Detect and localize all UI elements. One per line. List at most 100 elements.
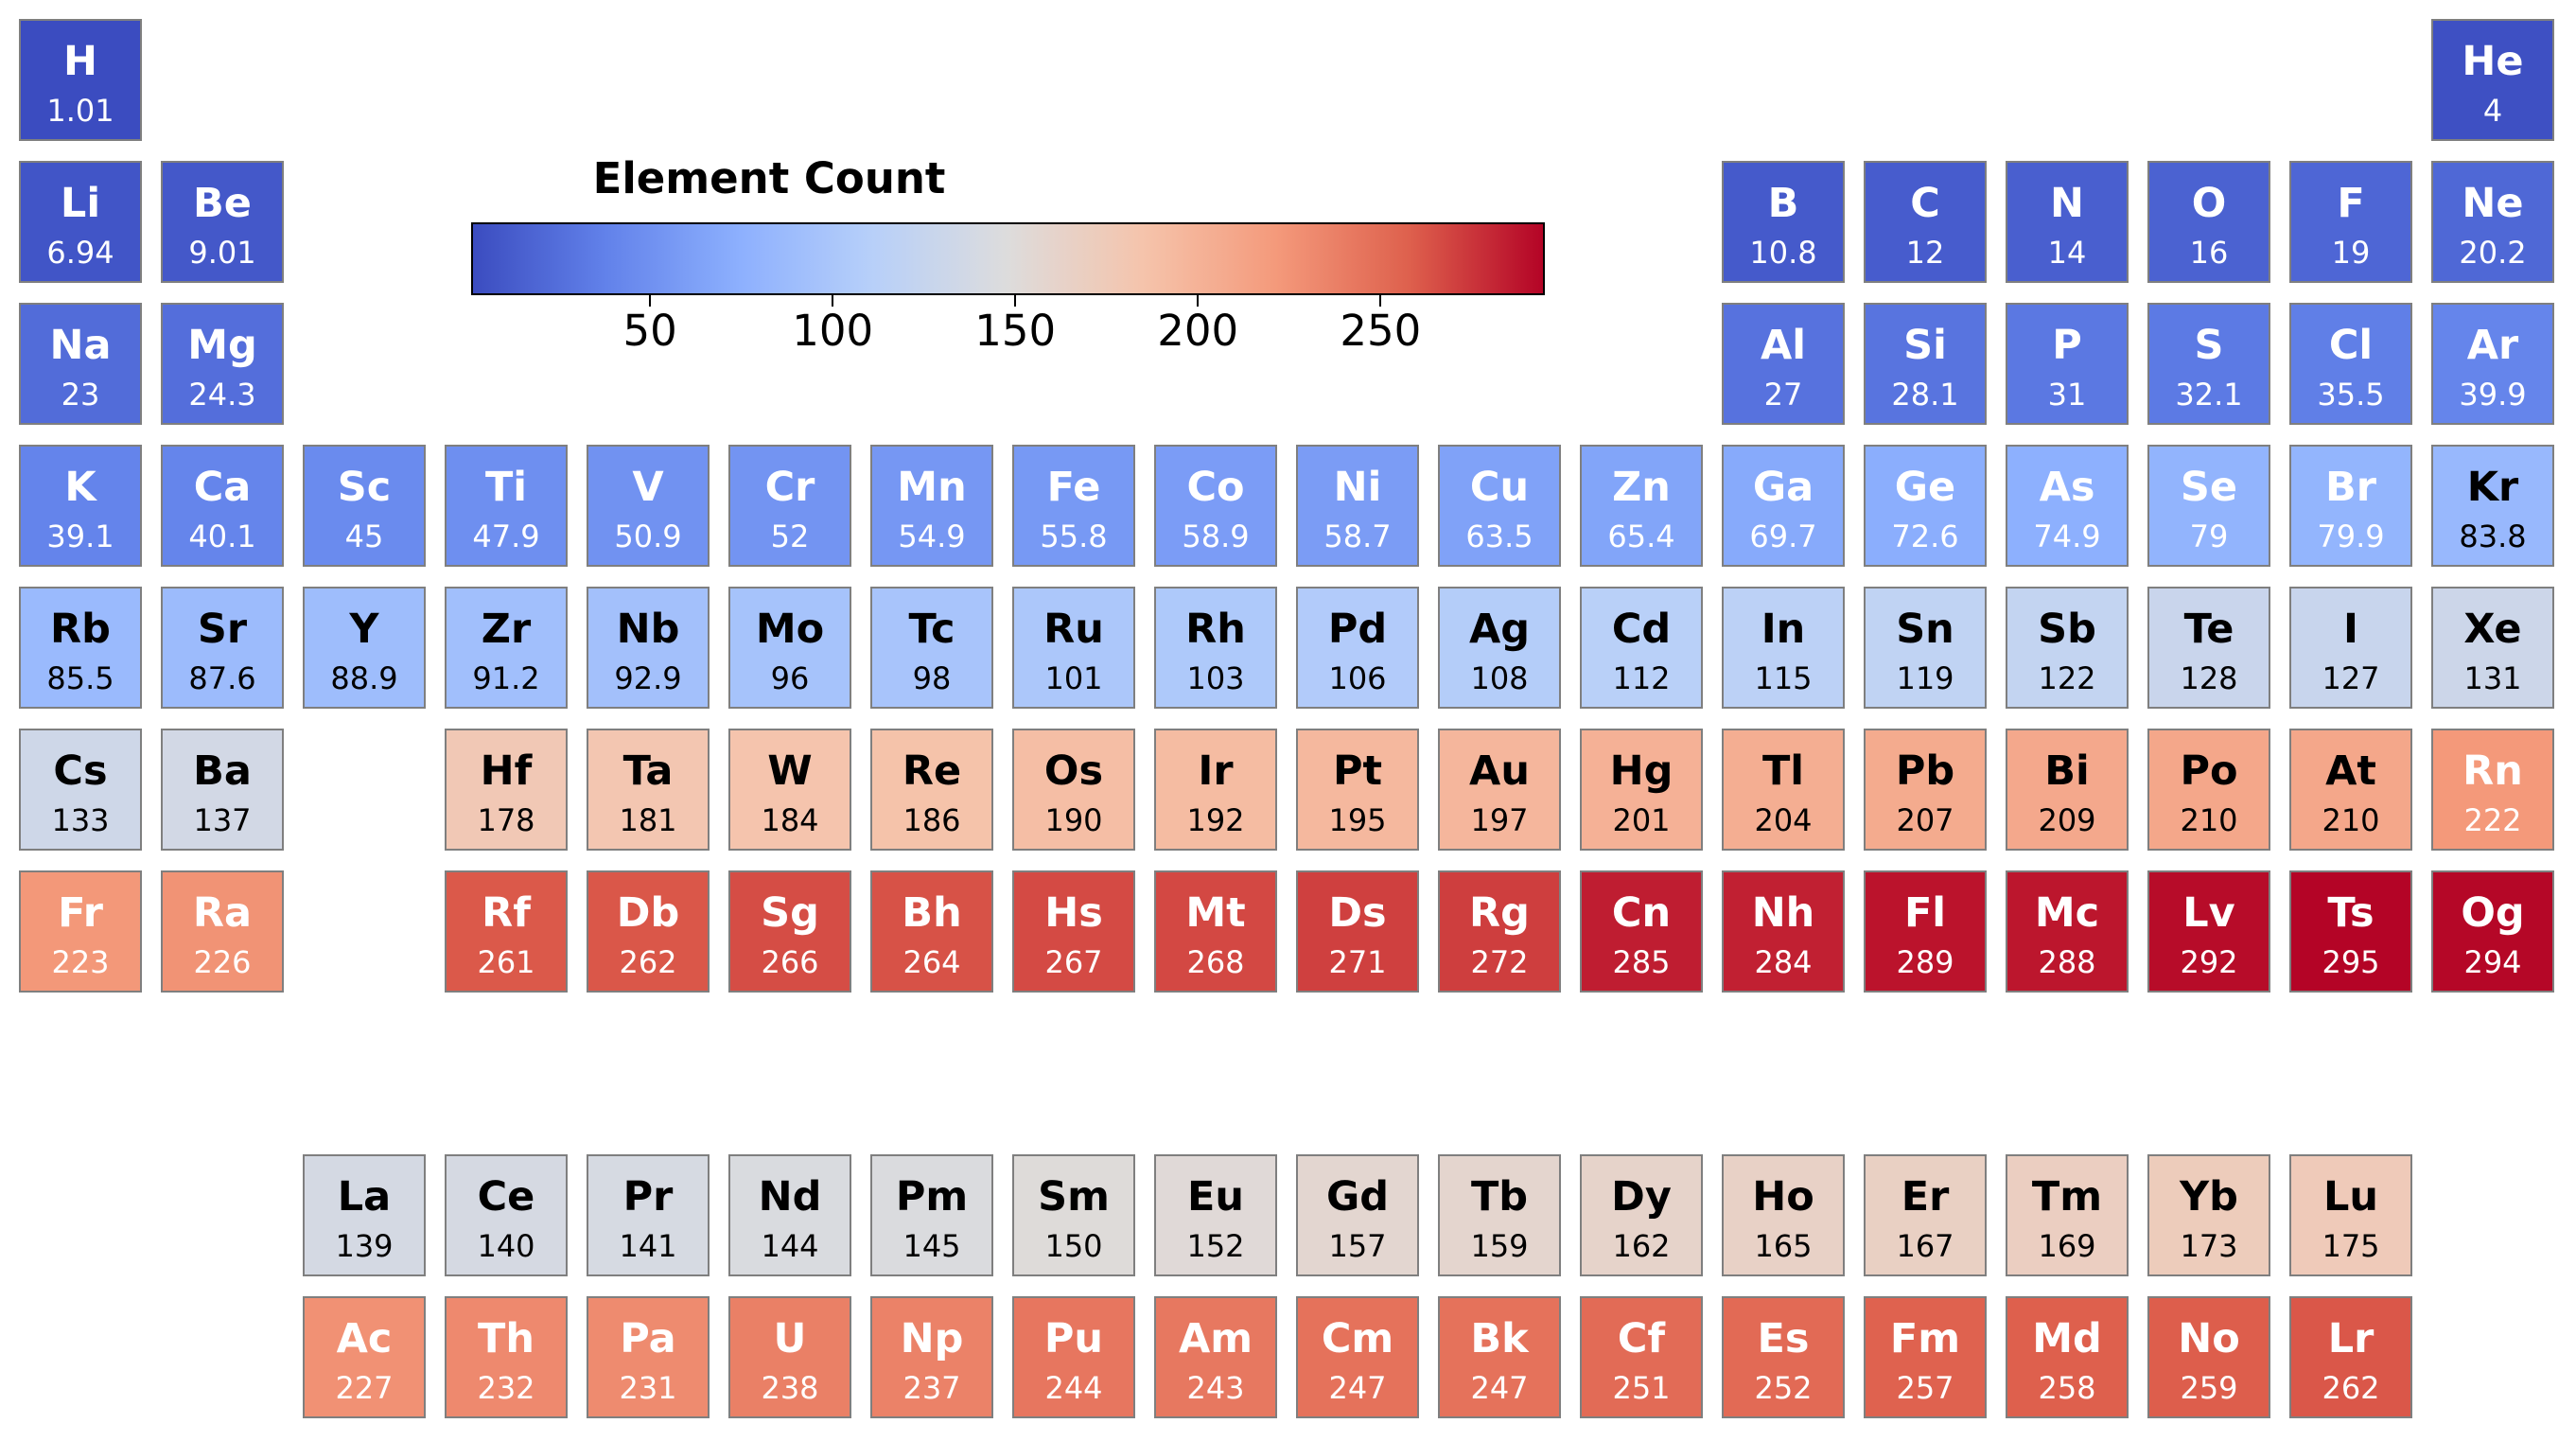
element-cell-y: Y 88.9 (303, 587, 426, 709)
element-cell-u: U 238 (728, 1296, 851, 1418)
element-value: 159 (1470, 1228, 1529, 1264)
element-value: 108 (1470, 660, 1529, 696)
element-value: 28.1 (1891, 377, 1959, 413)
element-value: 91.2 (472, 660, 540, 696)
element-cell-am: Am 243 (1154, 1296, 1277, 1418)
element-value: 232 (477, 1370, 535, 1406)
element-symbol: Ds (1328, 889, 1387, 937)
element-value: 178 (477, 802, 535, 838)
element-cell-fl: Fl 289 (1864, 870, 1987, 993)
element-symbol: Sb (2038, 606, 2096, 653)
element-value: 210 (2180, 802, 2238, 838)
element-cell-kr: Kr 83.8 (2431, 445, 2554, 567)
element-symbol: Nd (758, 1173, 822, 1221)
element-cell-lu: Lu 175 (2289, 1154, 2412, 1276)
element-value: 54.9 (898, 518, 966, 554)
element-symbol: Og (2461, 889, 2525, 937)
element-symbol: Am (1178, 1315, 1253, 1362)
element-cell-ne: Ne 20.2 (2431, 161, 2554, 283)
element-cell-rf: Rf 261 (445, 870, 568, 993)
element-symbol: Rn (2462, 747, 2523, 795)
element-value: 127 (2322, 660, 2380, 696)
element-symbol: Be (193, 180, 252, 227)
element-symbol: Nh (1751, 889, 1815, 937)
element-value: 251 (1612, 1370, 1671, 1406)
element-symbol: Pd (1327, 606, 1388, 653)
element-value: 271 (1328, 944, 1387, 980)
element-value: 262 (2322, 1370, 2380, 1406)
element-symbol: Sg (761, 889, 819, 937)
element-symbol: As (2039, 464, 2095, 511)
element-value: 133 (51, 802, 110, 838)
element-value: 258 (2038, 1370, 2096, 1406)
element-value: 184 (761, 802, 819, 838)
element-symbol: Hs (1044, 889, 1103, 937)
element-cell-pd: Pd 106 (1296, 587, 1419, 709)
element-value: 165 (1754, 1228, 1813, 1264)
element-cell-sb: Sb 122 (2006, 587, 2129, 709)
element-cell-tl: Tl 204 (1722, 729, 1845, 851)
element-symbol: Es (1757, 1315, 1810, 1362)
element-value: 96 (770, 660, 810, 696)
element-value: 162 (1612, 1228, 1671, 1264)
element-value: 47.9 (472, 518, 540, 554)
element-cell-sc: Sc 45 (303, 445, 426, 567)
element-symbol: Fr (58, 889, 103, 937)
element-cell-no: No 259 (2147, 1296, 2270, 1418)
element-value: 65.4 (1607, 518, 1675, 554)
element-cell-o: O 16 (2147, 161, 2270, 283)
element-cell-bk: Bk 247 (1438, 1296, 1561, 1418)
element-symbol: Hf (480, 747, 533, 795)
element-value: 12 (1905, 235, 1945, 271)
element-cell-tc: Tc 98 (870, 587, 993, 709)
element-cell-cl: Cl 35.5 (2289, 303, 2412, 425)
element-value: 175 (2322, 1228, 2380, 1264)
element-value: 157 (1328, 1228, 1387, 1264)
element-symbol: P (2052, 322, 2082, 369)
colorbar-gradient (471, 222, 1545, 295)
element-value: 295 (2322, 944, 2380, 980)
element-cell-lr: Lr 262 (2289, 1296, 2412, 1418)
element-value: 85.5 (46, 660, 114, 696)
element-symbol: Te (2183, 606, 2234, 653)
element-symbol: Al (1760, 322, 1807, 369)
element-cell-lv: Lv 292 (2147, 870, 2270, 993)
element-cell-al: Al 27 (1722, 303, 1845, 425)
element-symbol: Ts (2327, 889, 2374, 937)
colorbar-tick (1379, 295, 1382, 307)
element-symbol: Mt (1185, 889, 1246, 937)
element-value: 257 (1896, 1370, 1954, 1406)
element-value: 98 (912, 660, 952, 696)
element-cell-cf: Cf 251 (1580, 1296, 1703, 1418)
element-value: 14 (2047, 235, 2087, 271)
element-symbol: Sr (197, 606, 248, 653)
colorbar-title: Element Count (592, 153, 946, 203)
element-symbol: At (2325, 747, 2376, 795)
element-cell-ts: Ts 295 (2289, 870, 2412, 993)
element-cell-rb: Rb 85.5 (19, 587, 142, 709)
element-value: 207 (1896, 802, 1954, 838)
colorbar-tick-label: 100 (792, 306, 874, 356)
element-value: 40.1 (188, 518, 256, 554)
element-cell-dy: Dy 162 (1580, 1154, 1703, 1276)
element-cell-pm: Pm 145 (870, 1154, 993, 1276)
element-value: 131 (2463, 660, 2522, 696)
element-cell-ir: Ir 192 (1154, 729, 1277, 851)
element-value: 52 (770, 518, 810, 554)
element-symbol: Lu (2322, 1173, 2378, 1221)
element-value: 139 (335, 1228, 394, 1264)
element-cell-bh: Bh 264 (870, 870, 993, 993)
element-cell-w: W 184 (728, 729, 851, 851)
element-symbol: Gd (1325, 1173, 1390, 1221)
element-cell-xe: Xe 131 (2431, 587, 2554, 709)
element-cell-pb: Pb 207 (1864, 729, 1987, 851)
element-value: 197 (1470, 802, 1529, 838)
element-value: 9.01 (188, 235, 256, 271)
element-value: 74.9 (2033, 518, 2101, 554)
element-symbol: Cf (1617, 1315, 1666, 1362)
element-cell-as: As 74.9 (2006, 445, 2129, 567)
colorbar-tick-label: 250 (1340, 306, 1422, 356)
element-symbol: Ir (1198, 747, 1234, 795)
element-symbol: Ho (1752, 1173, 1814, 1221)
